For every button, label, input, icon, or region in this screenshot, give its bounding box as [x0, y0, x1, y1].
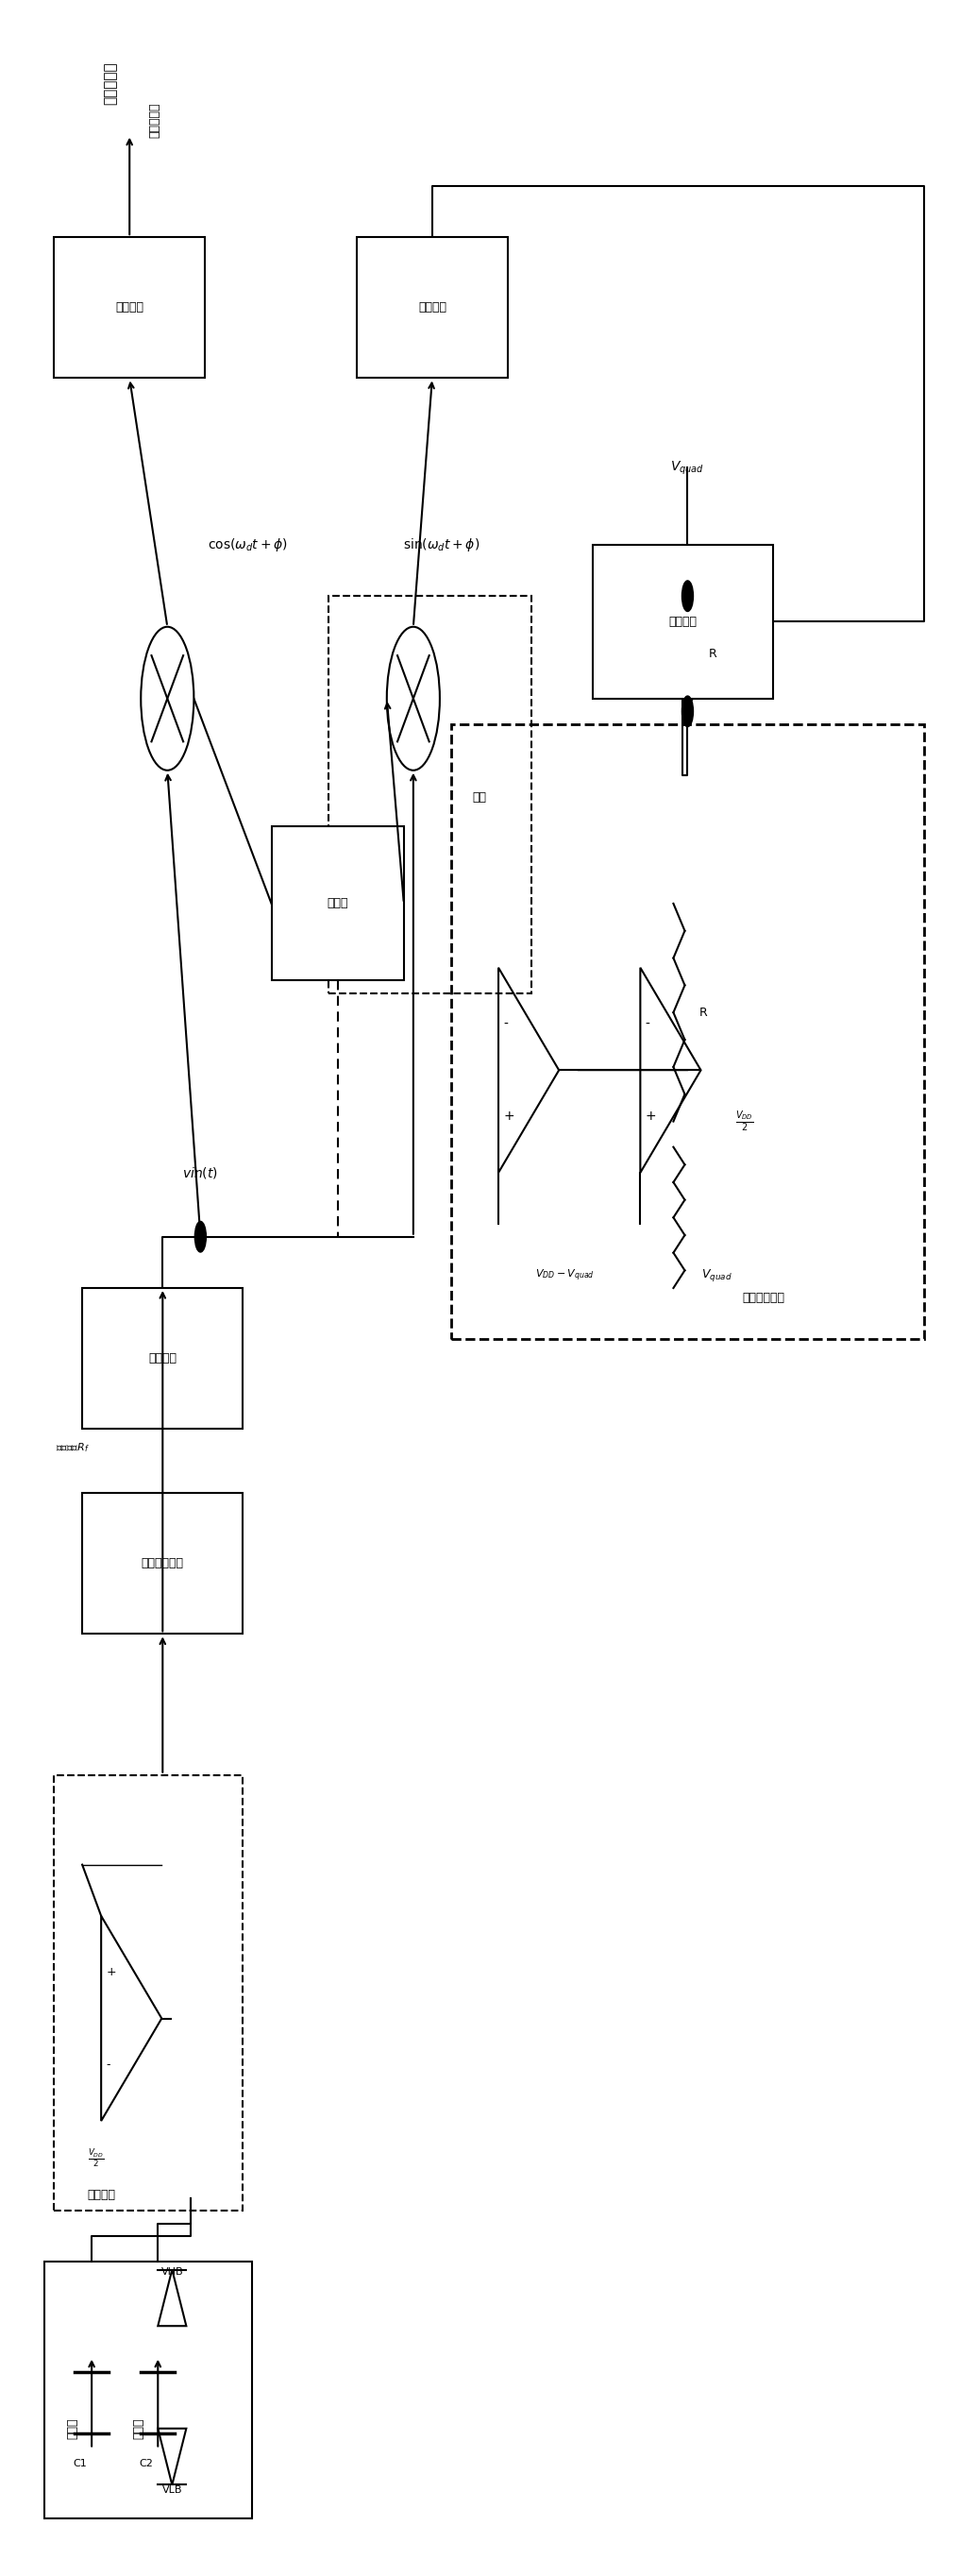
- Text: R: R: [709, 647, 716, 659]
- Text: 电荷放大: 电荷放大: [87, 2190, 115, 2200]
- Bar: [54, 237, 205, 379]
- Text: 角速度输出: 角速度输出: [149, 103, 161, 137]
- Bar: [328, 595, 531, 994]
- Circle shape: [141, 626, 194, 770]
- Text: 角速度输出: 角速度输出: [104, 62, 118, 106]
- Text: C1: C1: [74, 2460, 87, 2468]
- Text: +: +: [645, 1110, 656, 1123]
- Text: $\sin(\omega_d t+\phi)$: $\sin(\omega_d t+\phi)$: [404, 536, 480, 554]
- Text: $\frac{V_{DD}}{2}$: $\frac{V_{DD}}{2}$: [736, 1110, 754, 1133]
- Text: 积分电路: 积分电路: [668, 616, 697, 629]
- Text: -: -: [503, 1018, 507, 1030]
- Bar: [357, 237, 508, 379]
- Text: 等效阻抗$R_f$: 等效阻抗$R_f$: [56, 1443, 90, 1455]
- Bar: [44, 2262, 252, 2519]
- Circle shape: [195, 1221, 206, 1252]
- Text: 驱动轴: 驱动轴: [66, 2419, 79, 2439]
- Text: $vin(t)$: $vin(t)$: [182, 1164, 219, 1180]
- Bar: [82, 1494, 243, 1633]
- Bar: [82, 1288, 243, 1430]
- Text: 多级线性放大: 多级线性放大: [141, 1558, 184, 1569]
- Text: 带通滤波: 带通滤波: [149, 1352, 176, 1365]
- Text: +: +: [105, 1965, 116, 1978]
- Text: $\cos(\omega_d t+\phi)$: $\cos(\omega_d t+\phi)$: [208, 536, 288, 554]
- Text: C2: C2: [139, 2460, 153, 2468]
- Bar: [54, 1775, 243, 2210]
- Circle shape: [386, 626, 440, 770]
- Bar: [593, 544, 773, 698]
- Bar: [451, 724, 924, 1340]
- Text: $V_{DD}-V_{quad}$: $V_{DD}-V_{quad}$: [535, 1267, 595, 1283]
- Text: $V_{quad}$: $V_{quad}$: [702, 1267, 733, 1283]
- Text: +: +: [503, 1110, 514, 1123]
- Text: 锁相环: 锁相环: [327, 896, 348, 909]
- Text: 解调: 解调: [473, 791, 486, 804]
- Text: 低通滤波: 低通滤波: [115, 301, 144, 314]
- Bar: [271, 827, 404, 981]
- Text: $V_{quad}$: $V_{quad}$: [670, 459, 705, 477]
- Text: -: -: [105, 2058, 110, 2071]
- Text: -: -: [645, 1018, 649, 1030]
- Text: VLB: VLB: [162, 2486, 182, 2494]
- Circle shape: [682, 696, 693, 726]
- Text: 单双转换电路: 单双转换电路: [742, 1291, 784, 1303]
- Text: R: R: [699, 1007, 707, 1018]
- Text: 低通滤波: 低通滤波: [418, 301, 446, 314]
- Circle shape: [682, 580, 693, 611]
- Text: VHB: VHB: [161, 2267, 183, 2277]
- Text: 检测轴: 检测轴: [133, 2419, 145, 2439]
- Text: $\frac{V_{DD}}{2}$: $\frac{V_{DD}}{2}$: [88, 2148, 105, 2172]
